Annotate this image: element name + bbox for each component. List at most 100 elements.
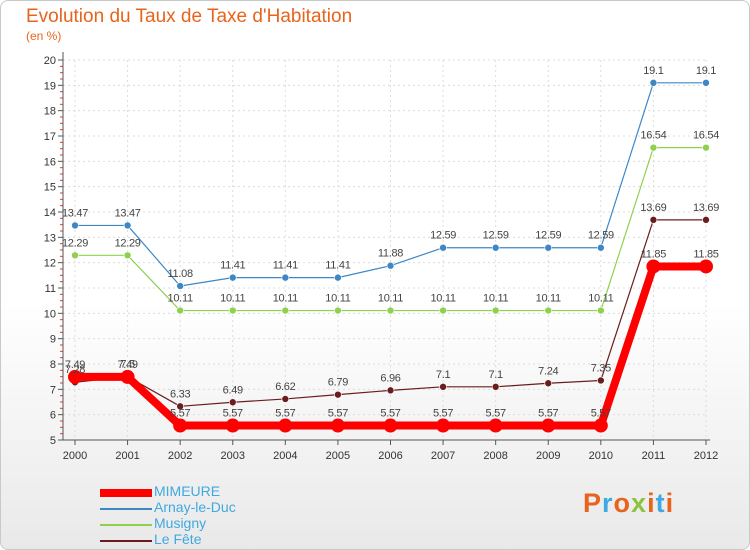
data-label: 5.57 [486, 408, 506, 420]
data-point [491, 382, 500, 391]
legend-swatch [100, 489, 152, 497]
data-label: 5.57 [433, 408, 453, 420]
data-point [702, 143, 710, 152]
data-label: 11.88 [378, 248, 403, 260]
data-point [488, 418, 503, 433]
legend-swatch [100, 524, 152, 526]
data-point [225, 418, 240, 433]
data-label: 11.41 [273, 260, 298, 272]
data-label: 12.29 [115, 237, 141, 249]
data-point [646, 259, 661, 274]
data-point [597, 243, 605, 252]
series-layer [68, 79, 713, 433]
data-point [383, 418, 398, 433]
data-label: 19.1 [643, 65, 663, 77]
logo-letter: o [613, 488, 632, 518]
data-point [281, 395, 290, 403]
data-label: 10.11 [378, 293, 403, 305]
data-label: 5.57 [591, 408, 611, 420]
logo-letter: i [647, 488, 656, 518]
data-point [491, 306, 500, 315]
data-label: 16.54 [693, 130, 719, 142]
data-label: 5.57 [275, 408, 295, 420]
data-point [544, 379, 553, 388]
data-point [491, 243, 500, 252]
data-label: 12.59 [483, 230, 509, 242]
data-label: 5.57 [380, 408, 400, 420]
legend-label: Arnay-le-Duc [154, 499, 236, 515]
y-tick-label: 14 [44, 207, 56, 219]
legend-label: Musigny [154, 515, 207, 531]
data-label: 7.1 [488, 369, 503, 381]
x-tick-label: 2007 [431, 450, 455, 462]
data-point [649, 216, 658, 224]
data-label: 13.69 [640, 202, 666, 214]
data-point [68, 369, 82, 384]
data-point [334, 390, 342, 399]
data-label: 12.59 [535, 230, 561, 242]
data-label: 7.24 [538, 365, 558, 377]
data-label: 10.11 [168, 293, 193, 305]
data-point [386, 386, 395, 395]
x-tick-label: 2010 [589, 450, 613, 462]
data-label: 16.54 [640, 130, 666, 142]
y-tick-label: 12 [44, 258, 56, 270]
y-tick-label: 20 [44, 55, 56, 67]
data-point [334, 273, 342, 282]
data-label: 5.57 [538, 408, 558, 420]
data-label: 10.11 [273, 293, 298, 305]
data-point [541, 418, 556, 433]
data-point [544, 306, 553, 315]
data-point [436, 418, 451, 433]
data-label: 19.1 [696, 65, 716, 77]
data-labels: 13.47 13.47 11.08 11.41 11.41 11.41 11.88 12.59… [62, 65, 720, 420]
data-label: 11.85 [641, 248, 666, 260]
x-tick-label: 2004 [273, 450, 297, 462]
data-label: 7.1 [436, 369, 451, 381]
y-tick-label: 15 [44, 182, 56, 194]
data-label: 7.49 [65, 359, 85, 371]
y-tick-label: 17 [44, 131, 56, 143]
data-label: 7.49 [117, 359, 137, 371]
x-tick-label: 2000 [63, 450, 87, 462]
y-tick-label: 16 [44, 156, 56, 168]
y-tick-label: 6 [50, 410, 56, 422]
logo-letter: P [583, 488, 603, 518]
data-point [281, 273, 290, 282]
data-label: 6.62 [275, 381, 295, 393]
data-label: 10.11 [588, 293, 613, 305]
chart-title: Evolution du Taux de Taxe d'Habitation [26, 6, 353, 27]
data-point [702, 79, 710, 87]
y-tick-label: 5 [50, 435, 56, 447]
data-label: 11.08 [168, 268, 193, 280]
data-point [597, 376, 605, 385]
chart-subtitle: (en %) [26, 29, 62, 43]
y-tick-label: 19 [44, 80, 56, 92]
axes: 5 6 7 8 9 10 11 12 13 14 15 16 17 18 19 20 2000 2001 2002 2… [44, 52, 718, 462]
x-tick-label: 2008 [483, 450, 507, 462]
data-point [123, 221, 132, 230]
proxiti-logo: Proxiti [583, 488, 674, 519]
data-point [544, 243, 553, 252]
data-point [439, 243, 447, 252]
data-point [228, 306, 237, 315]
data-label: 13.47 [62, 207, 88, 219]
data-label: 10.11 [536, 293, 561, 305]
x-tick-label: 2011 [642, 450, 666, 462]
legend-swatch [100, 508, 152, 510]
x-tick-label: 2012 [694, 450, 718, 462]
data-point [439, 306, 447, 315]
data-point [173, 418, 188, 433]
data-label: 10.11 [325, 293, 350, 305]
data-label: 5.57 [223, 408, 243, 420]
data-label: 12.59 [430, 230, 456, 242]
y-tick-label: 11 [45, 283, 56, 295]
data-label: 7.28 [65, 364, 85, 376]
data-label: 6.96 [380, 372, 400, 384]
data-label: 6.49 [223, 384, 243, 396]
y-tick-label: 9 [50, 334, 56, 346]
data-label: 5.57 [170, 408, 190, 420]
x-tick-label: 2002 [168, 450, 192, 462]
